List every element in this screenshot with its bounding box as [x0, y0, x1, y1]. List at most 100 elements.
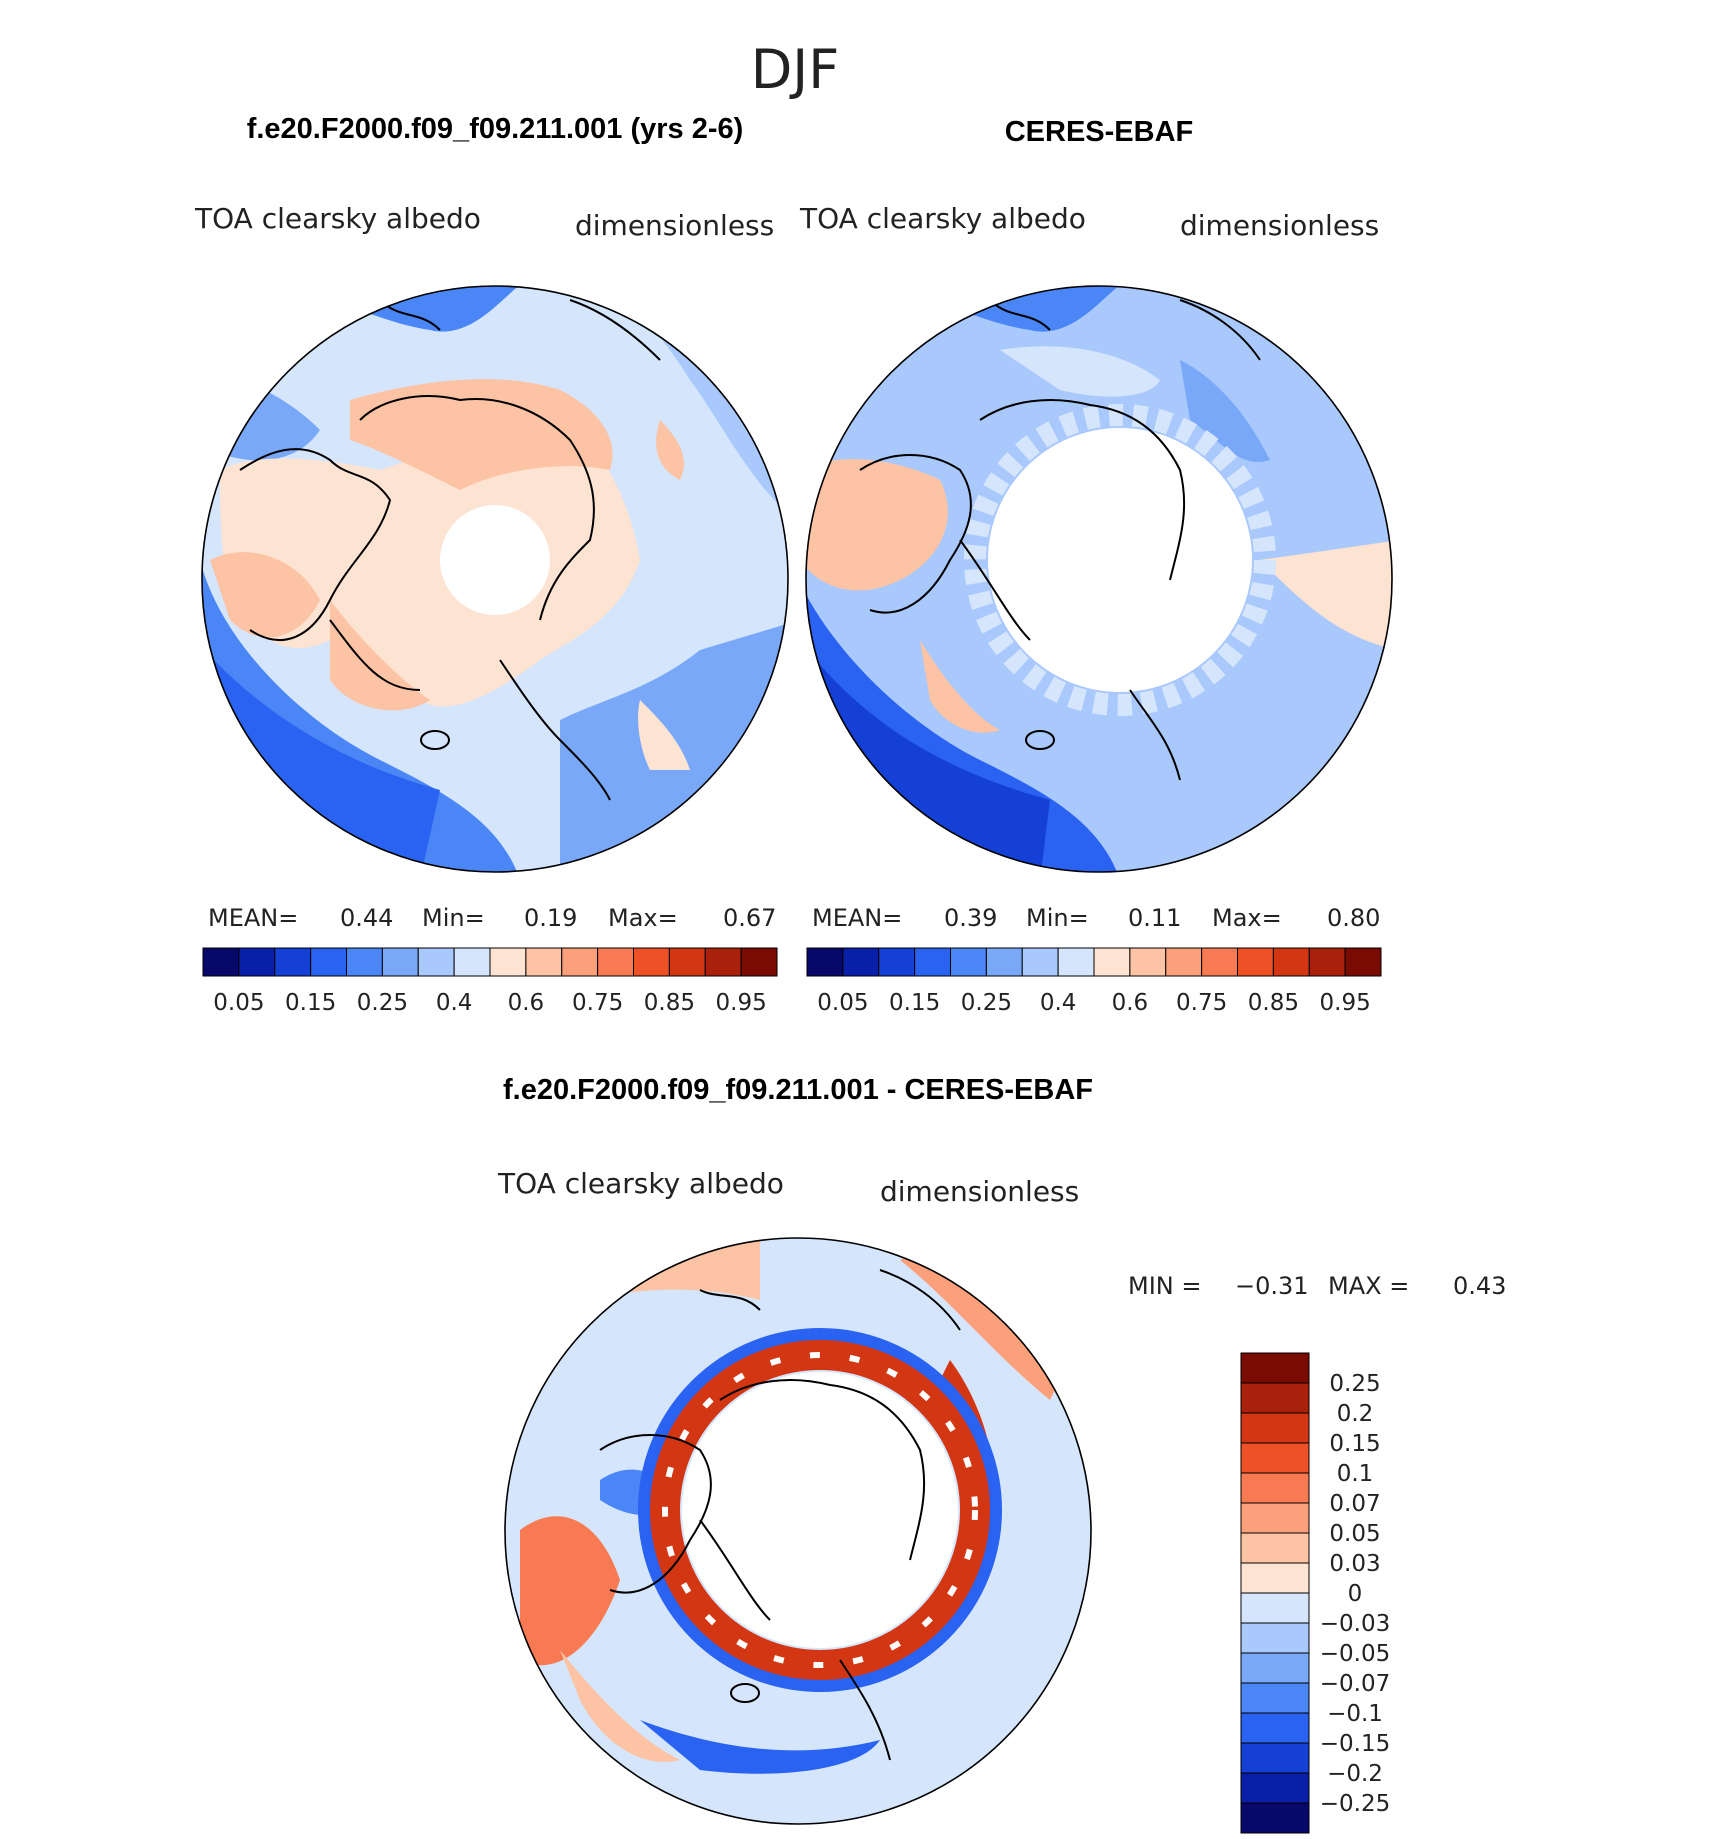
- panel-obs-variable: TOA clearsky albedo: [799, 202, 1086, 235]
- colorbar-model-tick-label: 0.85: [644, 990, 695, 1016]
- colorbar-model-tick-label: 0.75: [572, 990, 623, 1016]
- panel-model-variable: TOA clearsky albedo: [194, 202, 481, 235]
- colorbar-model-tick-label: 0.15: [285, 990, 336, 1016]
- colorbar-model-swatch: [310, 947, 347, 977]
- colorbar-obs-swatch: [1057, 947, 1095, 977]
- panel-obs-min-value: 0.11: [1128, 904, 1181, 932]
- colorbar-model-tick-label: 0.4: [436, 990, 473, 1016]
- colorbar-obs-tick-label: 0.25: [961, 990, 1012, 1016]
- colorbar-obs-swatch: [878, 947, 916, 977]
- colorbar-difference-tick-label: −0.15: [1320, 1731, 1390, 1757]
- colorbar-difference-tick-label: 0.1: [1337, 1461, 1374, 1487]
- colorbar-obs-swatch: [1093, 947, 1131, 977]
- colorbar-difference-tick-label: −0.05: [1320, 1641, 1390, 1667]
- panel-obs-max-value: 0.80: [1327, 904, 1380, 932]
- colorbar-obs-swatch: [1344, 947, 1382, 977]
- colorbar-difference-swatch: [1240, 1652, 1310, 1684]
- colorbar-obs-tick-label: 0.05: [817, 990, 868, 1016]
- panel-obs-mean-value: 0.39: [944, 904, 997, 932]
- colorbar-difference: 0.25 0.2 0.15 0.1 0.07 0.05 0.03 0 −0.03 −0.05 −0.…: [1240, 1352, 1390, 1834]
- colorbar-obs-swatch: [806, 947, 844, 977]
- panel-model-units: dimensionless: [575, 209, 774, 242]
- panel-model-min-label: Min=: [422, 904, 485, 932]
- colorbar-obs-swatch: [1165, 947, 1203, 977]
- polar-map-obs: [805, 285, 1393, 873]
- colorbar-obs-swatch: [1201, 947, 1238, 977]
- colorbar-difference-tick-label: 0.03: [1329, 1551, 1380, 1577]
- colorbar-model-swatch: [597, 947, 634, 977]
- colorbar-difference-swatch: [1240, 1622, 1310, 1654]
- colorbar-difference-tick-label: −0.25: [1320, 1791, 1390, 1817]
- panel-model-mean-label: MEAN=: [208, 904, 298, 932]
- colorbar-obs-tick-label: 0.75: [1176, 990, 1227, 1016]
- season-title: DJF: [751, 38, 840, 101]
- colorbar-obs-tick-label: 0.95: [1320, 990, 1371, 1016]
- polar-map-model: [201, 285, 789, 873]
- colorbar-difference-swatch: [1240, 1472, 1310, 1504]
- colorbar-obs-swatch: [1237, 947, 1274, 977]
- colorbar-model-swatch: [453, 947, 491, 977]
- colorbar-difference-tick-label: 0.05: [1329, 1521, 1380, 1547]
- colorbar-difference-tick-label: −0.03: [1320, 1611, 1390, 1637]
- panel-model-min-value: 0.19: [524, 904, 577, 932]
- colorbar-difference-swatch: [1240, 1742, 1310, 1774]
- colorbar-model-tick-label: 0.25: [357, 990, 408, 1016]
- colorbar-model-tick-label: 0.95: [716, 990, 767, 1016]
- colorbar-difference-tick-label: 0.25: [1329, 1371, 1380, 1397]
- colorbar-model-swatch: [668, 947, 706, 977]
- colorbar-obs-swatch: [842, 947, 880, 977]
- colorbar-difference-tick-label: −0.07: [1320, 1671, 1390, 1697]
- colorbar-difference-tick-label: 0.2: [1337, 1401, 1374, 1427]
- panel-obs-mean-label: MEAN=: [812, 904, 902, 932]
- panel-obs-units: dimensionless: [1180, 209, 1379, 242]
- colorbar-difference-swatch: [1240, 1802, 1310, 1834]
- colorbar-difference-swatch: [1240, 1592, 1310, 1624]
- panel-model-mean-value: 0.44: [340, 904, 393, 932]
- panel-difference: f.e20.F2000.f09_f09.211.001 - CERES-EBAF…: [497, 1074, 1506, 1834]
- colorbar-model-swatch: [417, 947, 455, 977]
- colorbar-model-swatch: [202, 947, 240, 977]
- colorbar-model-swatch: [381, 947, 419, 977]
- difference-variable: TOA clearsky albedo: [497, 1167, 784, 1200]
- colorbar-model-tick-label: 0.6: [508, 990, 545, 1016]
- colorbar-obs: 0.05 0.15 0.25 0.4 0.6 0.75 0.85 0.95: [806, 947, 1382, 1016]
- colorbar-obs-tick-label: 0.6: [1112, 990, 1149, 1016]
- colorbar-difference-tick-label: −0.1: [1327, 1701, 1383, 1727]
- difference-min-label: MIN =: [1128, 1272, 1201, 1300]
- colorbar-difference-swatch: [1240, 1682, 1310, 1714]
- panel-model-max-label: Max=: [608, 904, 678, 932]
- colorbar-model-swatch: [274, 947, 312, 977]
- colorbar-model-tick-label: 0.05: [213, 990, 264, 1016]
- colorbar-obs-swatch: [914, 947, 951, 977]
- difference-title: f.e20.F2000.f09_f09.211.001 - CERES-EBAF: [503, 1074, 1093, 1106]
- difference-units: dimensionless: [880, 1175, 1079, 1208]
- colorbar-obs-swatch: [1129, 947, 1167, 977]
- colorbar-model-swatch: [346, 947, 383, 977]
- colorbar-model-swatch: [525, 947, 563, 977]
- colorbar-model-swatch: [561, 947, 599, 977]
- colorbar-difference-swatch: [1240, 1412, 1310, 1444]
- panel-obs-title: CERES-EBAF: [1005, 116, 1194, 148]
- colorbar-difference-tick-label: −0.2: [1327, 1761, 1383, 1787]
- colorbar-difference-tick-label: 0: [1348, 1581, 1363, 1607]
- difference-min-value: −0.31: [1235, 1272, 1309, 1300]
- colorbar-obs-swatch: [1021, 947, 1059, 977]
- colorbar-difference-swatch: [1240, 1382, 1310, 1414]
- colorbar-obs-swatch: [950, 947, 987, 977]
- panel-obs-max-label: Max=: [1212, 904, 1282, 932]
- colorbar-model-swatch: [704, 947, 742, 977]
- colorbar-difference-swatch: [1240, 1442, 1310, 1474]
- colorbar-model-swatch: [489, 947, 527, 977]
- panel-model: f.e20.F2000.f09_f09.211.001 (yrs 2-6) TO…: [194, 113, 789, 1016]
- colorbar-obs-tick-label: 0.4: [1040, 990, 1077, 1016]
- polar-map-difference: [504, 1237, 1092, 1825]
- colorbar-model-swatch: [633, 947, 670, 977]
- colorbar-difference-swatch: [1240, 1352, 1310, 1384]
- panel-model-max-value: 0.67: [723, 904, 776, 932]
- colorbar-model-swatch: [238, 947, 276, 977]
- difference-max-value: 0.43: [1453, 1272, 1506, 1300]
- panel-model-title: f.e20.F2000.f09_f09.211.001 (yrs 2-6): [247, 113, 744, 145]
- panel-obs: CERES-EBAF TOA clearsky albedo dimension…: [799, 116, 1393, 1016]
- colorbar-difference-tick-label: 0.15: [1329, 1431, 1380, 1457]
